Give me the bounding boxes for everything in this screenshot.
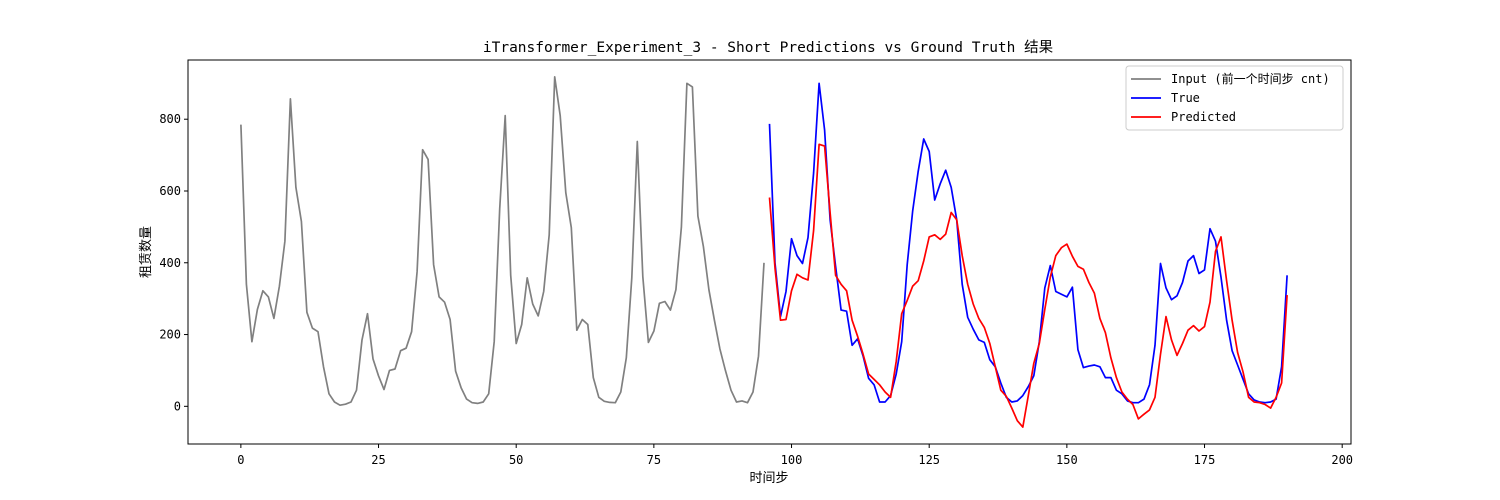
x-tick-label: 150 bbox=[1056, 453, 1078, 467]
series-line-0 bbox=[240, 76, 765, 407]
y-tick-label: 400 bbox=[159, 256, 181, 270]
x-tick-label: 75 bbox=[647, 453, 661, 467]
x-axis-label: 时间步 bbox=[749, 471, 788, 486]
legend-label-1: True bbox=[1171, 91, 1200, 105]
y-tick-label: 0 bbox=[174, 399, 181, 413]
x-tick-label: 175 bbox=[1194, 453, 1216, 467]
y-tick-label: 200 bbox=[159, 328, 181, 342]
x-tick-label: 100 bbox=[781, 453, 803, 467]
plot-frame bbox=[187, 59, 1352, 445]
x-tick-label: 200 bbox=[1331, 453, 1353, 467]
legend-box bbox=[1125, 65, 1344, 131]
legend: Input (前一个时间步 cnt) True Predicted bbox=[1125, 65, 1344, 131]
x-tick-label: 0 bbox=[237, 453, 244, 467]
x-tick-label: 25 bbox=[371, 453, 385, 467]
y-tick-label: 600 bbox=[159, 184, 181, 198]
legend-label-2: Predicted bbox=[1171, 110, 1236, 124]
y-axis-label: 租赁数量 bbox=[139, 226, 154, 278]
legend-label-0: Input (前一个时间步 cnt) bbox=[1171, 71, 1330, 86]
x-tick-label: 50 bbox=[509, 453, 523, 467]
plot-area bbox=[240, 76, 1288, 428]
y-axis: 0 200 400 600 800 bbox=[159, 112, 188, 413]
chart-title: iTransformer_Experiment_3 - Short Predic… bbox=[483, 39, 1053, 56]
series-line-2 bbox=[768, 143, 1288, 428]
x-axis: 0 25 50 75 100 125 150 175 200 bbox=[237, 444, 1353, 467]
x-tick-label: 125 bbox=[918, 453, 940, 467]
y-tick-label: 800 bbox=[159, 112, 181, 126]
series-line-1 bbox=[768, 82, 1288, 404]
